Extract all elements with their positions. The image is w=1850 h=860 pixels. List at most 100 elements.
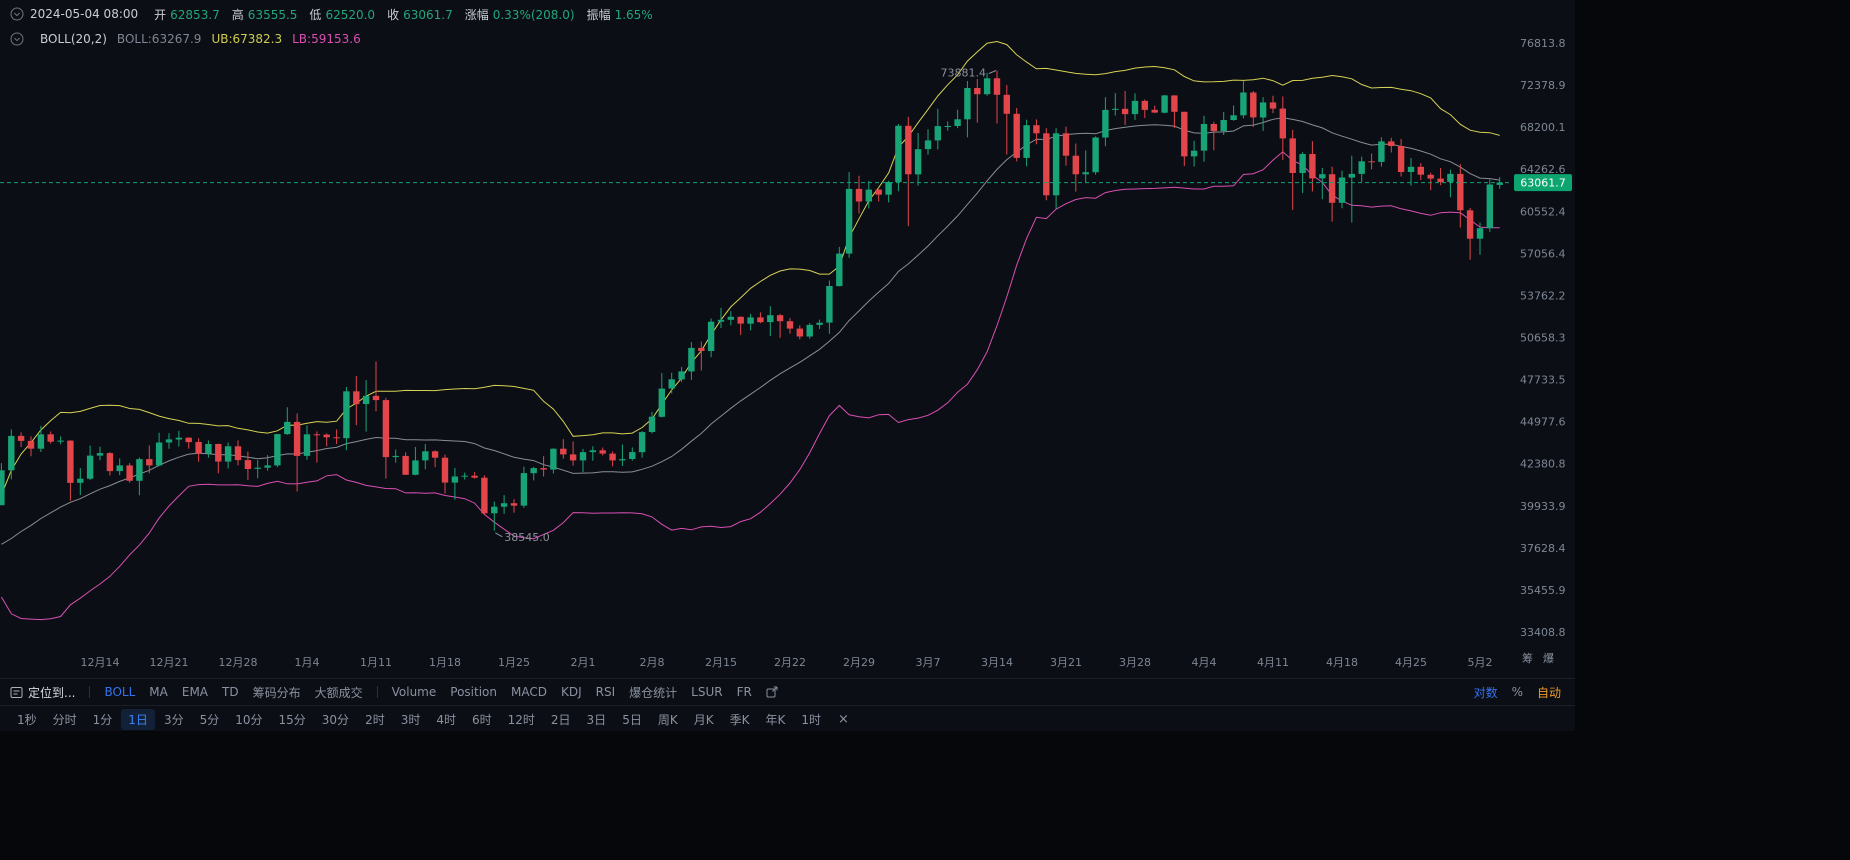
tab-position[interactable]: Position [450, 685, 497, 699]
ohlc-high: 高 63555.5 [232, 6, 298, 23]
svg-text:3月7: 3月7 [916, 656, 941, 669]
amplitude-value: 1.65% [614, 7, 653, 22]
price-axis-labels: 76813.8 72378.9 68200.1 64262.6 60552.4 57056… [1520, 37, 1566, 639]
expand-icon[interactable] [766, 686, 778, 698]
svg-text:60552.4: 60552.4 [1520, 205, 1566, 218]
tf-4h[interactable]: 4时 [436, 712, 456, 727]
tf-1q[interactable]: 季K [729, 712, 750, 727]
timeframe-bar: 1秒 分时 1分 1日 3分 5分 10分 15分 30分 2时 3时 4时 6… [0, 705, 1575, 731]
svg-text:37628.4: 37628.4 [1520, 542, 1566, 555]
tf-1w[interactable]: 周K [657, 712, 678, 727]
tab-large-trades[interactable]: 大额成交 [314, 685, 363, 700]
bollinger-bands [0, 40, 1500, 621]
svg-text:2月15: 2月15 [705, 656, 737, 669]
svg-text:4月11: 4月11 [1257, 656, 1289, 669]
candlestick-chart[interactable]: 76813.8 72378.9 68200.1 64262.6 60552.4 57056… [0, 28, 1575, 678]
svg-text:35455.9: 35455.9 [1520, 584, 1566, 597]
svg-text:3月14: 3月14 [981, 656, 1013, 669]
ohlc-bar: 2024-05-04 08:00 开 62853.7 高 63555.5 低 6252… [0, 0, 1575, 28]
high-label: 高 [231, 7, 244, 22]
scale-controls: 对数 % 自动 [1474, 684, 1561, 701]
locate-label: 定位到... [28, 685, 76, 700]
tf-1h[interactable]: 1时 [801, 712, 821, 727]
svg-text:12月14: 12月14 [81, 656, 120, 669]
tf-2d[interactable]: 2日 [550, 712, 571, 727]
tab-chip-distribution[interactable]: 筹码分布 [252, 685, 301, 700]
svg-text:76813.8: 76813.8 [1520, 37, 1566, 50]
tf-5m[interactable]: 5分 [199, 712, 220, 727]
svg-text:33408.8: 33408.8 [1520, 626, 1566, 639]
tf-15m[interactable]: 15分 [278, 712, 306, 727]
tab-rsi[interactable]: RSI [595, 685, 616, 699]
current-price-badge [1514, 174, 1572, 192]
tab-ema[interactable]: EMA [181, 685, 209, 699]
svg-text:72378.9: 72378.9 [1520, 79, 1566, 92]
svg-text:3月28: 3月28 [1119, 656, 1151, 669]
svg-text:3月21: 3月21 [1050, 656, 1082, 669]
candles [0, 70, 1503, 531]
chips-side-tab[interactable]: 筹 [1522, 652, 1533, 665]
svg-text:63061.7: 63061.7 [1520, 177, 1566, 190]
trading-app: 2024-05-04 08:00 开 62853.7 高 63555.5 低 6252… [0, 0, 1575, 731]
open-value: 62853.7 [170, 7, 220, 22]
svg-text:4月18: 4月18 [1326, 656, 1358, 669]
divider [376, 686, 378, 698]
tf-3m[interactable]: 3分 [163, 712, 184, 727]
svg-text:64262.6: 64262.6 [1520, 163, 1566, 176]
tf-10m[interactable]: 10分 [235, 712, 263, 727]
collapse-circle-icon[interactable] [10, 7, 24, 21]
tf-12h[interactable]: 12时 [507, 712, 535, 727]
tf-5d[interactable]: 5日 [622, 712, 642, 727]
tab-kdj[interactable]: KDJ [560, 685, 582, 699]
svg-text:68200.1: 68200.1 [1520, 121, 1566, 134]
tab-td[interactable]: TD [222, 685, 239, 699]
tf-3h[interactable]: 3时 [400, 712, 421, 727]
svg-text:53762.2: 53762.2 [1520, 289, 1566, 302]
tab-boll[interactable]: BOLL [104, 685, 136, 699]
svg-text:1月4: 1月4 [295, 656, 320, 669]
tf-30m[interactable]: 30分 [321, 712, 350, 727]
percent-scale-toggle[interactable]: % [1511, 685, 1523, 699]
ohlc-low: 低 62520.0 [309, 6, 375, 23]
ohlc-close: 收 63061.7 [387, 6, 453, 23]
liquidation-side-tab[interactable]: 爆 [1543, 652, 1554, 665]
close-value: 63061.7 [403, 7, 453, 22]
tf-1d[interactable]: 1日 [121, 708, 155, 730]
svg-text:2月22: 2月22 [774, 656, 806, 669]
tf-2h[interactable]: 2时 [365, 712, 385, 727]
tf-1mo[interactable]: 月K [693, 712, 714, 727]
divider [89, 686, 91, 698]
svg-text:50658.3: 50658.3 [1520, 332, 1566, 345]
date-axis-labels: 12月14 12月21 12月28 1月4 1月11 1月18 1月25 2月1 2月8 2月15… [81, 656, 1493, 669]
tf-1s[interactable]: 1秒 [17, 712, 37, 727]
svg-text:2月1: 2月1 [571, 656, 596, 669]
tf-3d[interactable]: 3日 [586, 712, 607, 727]
auto-scale-toggle[interactable]: 自动 [1536, 685, 1561, 700]
tf-6h[interactable]: 6时 [471, 712, 492, 727]
tf-timeline[interactable]: 分时 [52, 712, 77, 727]
svg-text:1月18: 1月18 [429, 656, 461, 669]
tab-liquidation-stats[interactable]: 爆仓统计 [629, 685, 678, 700]
tab-macd[interactable]: MACD [511, 685, 547, 699]
tab-ma[interactable]: MA [149, 685, 168, 699]
high-annotation: 73881.4 [941, 67, 987, 80]
tf-1y[interactable]: 年K [765, 712, 786, 727]
svg-text:57056.4: 57056.4 [1520, 247, 1566, 260]
change-field: 涨幅 0.33%(208.0) [465, 6, 575, 23]
locate-button[interactable]: 定位到... [10, 684, 75, 701]
low-annotation: 38545.0 [504, 531, 550, 544]
tab-volume[interactable]: Volume [391, 685, 437, 699]
svg-text:42380.8: 42380.8 [1520, 458, 1566, 471]
tf-1m[interactable]: 1分 [92, 712, 113, 727]
chart-area: 76813.8 72378.9 68200.1 64262.6 60552.4 57056… [0, 28, 1575, 678]
change-label: 涨幅 [464, 7, 489, 22]
amplitude-label: 振幅 [586, 7, 611, 22]
locate-icon [10, 686, 23, 698]
tab-fr[interactable]: FR [736, 685, 752, 699]
indicator-toolbar: 定位到... BOLL MA EMA TD 筹码分布 大额成交 Volume P… [0, 678, 1575, 705]
svg-text:1月25: 1月25 [498, 656, 530, 669]
tab-lsur[interactable]: LSUR [691, 685, 723, 699]
log-scale-toggle[interactable]: 对数 [1473, 685, 1498, 700]
close-icon[interactable]: × [837, 711, 849, 727]
svg-text:4月25: 4月25 [1395, 656, 1427, 669]
